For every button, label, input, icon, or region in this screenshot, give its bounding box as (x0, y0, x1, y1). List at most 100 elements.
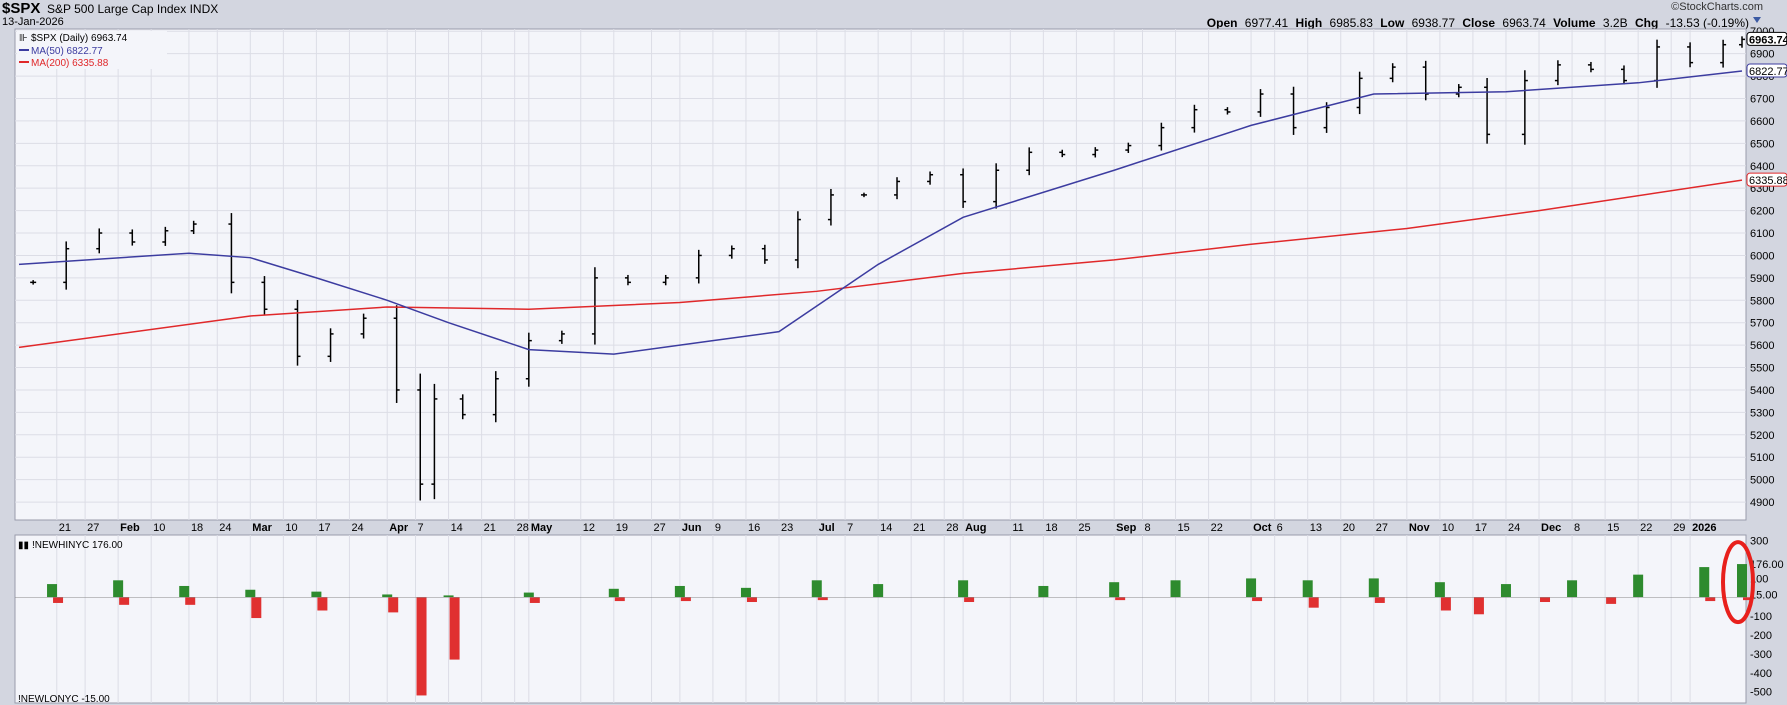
x-tick-label: Aug (965, 522, 986, 534)
price-y-tick-label: 4900 (1750, 497, 1774, 509)
new-low-bar (746, 597, 757, 603)
price-y-tick-label: 6000 (1750, 250, 1774, 262)
chart-date: 13-Jan-2026 (2, 16, 64, 28)
close-label: Close (1462, 16, 1496, 30)
high-value: 6985.83 (1329, 16, 1373, 30)
x-tick-label: 11 (1012, 522, 1023, 534)
nl-legend: !NEWLONYC -15.00 (18, 694, 110, 705)
new-low-bar (1540, 597, 1551, 603)
new-high-bar (1567, 580, 1578, 598)
new-high-bar (608, 588, 619, 598)
ma50-legend: MA(50) 6822.77 (31, 46, 103, 57)
new-low-bar (614, 597, 625, 602)
breadth-y-tick-label: -300 (1750, 649, 1772, 661)
volume-value: 3.2B (1602, 16, 1628, 30)
new-low-bar (185, 597, 196, 605)
price-y-tick-label: 6500 (1750, 138, 1774, 150)
x-tick-label: 24 (1508, 522, 1520, 534)
new-high-bar (1699, 567, 1710, 598)
breadth-y-tick-label: 176.00 (1750, 559, 1784, 571)
new-low-bar (449, 597, 460, 660)
chg-label: Chg (1634, 16, 1659, 30)
x-tick-label: 27 (87, 522, 99, 534)
price-y-tick-label: 6900 (1750, 49, 1774, 61)
x-tick-label: Nov (1409, 522, 1431, 534)
symbol: $SPX (2, 0, 41, 17)
new-high-bar (443, 595, 454, 598)
price-legend-icon: ⊪ (19, 33, 28, 44)
breadth-y-tick-label: -100 (1750, 611, 1772, 623)
x-tick-label: 27 (1376, 522, 1388, 534)
x-tick-label: 28 (517, 522, 529, 534)
ma50-line (18, 70, 1743, 355)
low-label: Low (1380, 16, 1405, 30)
price-y-tick-label: 5100 (1750, 452, 1774, 464)
x-tick-label: 9 (715, 522, 721, 534)
breadth-y-tick-label: 15.00 (1750, 589, 1778, 601)
new-high-bar (1737, 564, 1747, 598)
new-high-bar (1302, 580, 1313, 598)
x-tick-label: Apr (389, 522, 409, 534)
new-low-bar (251, 597, 262, 619)
breadth-y-tick-label: 300 (1750, 536, 1768, 548)
ohlc-readout: Open 6977.41 High 6985.83 Low 6938.77 Cl… (1203, 16, 1749, 30)
x-tick-label: Sep (1116, 522, 1136, 534)
new-low-bar (416, 597, 427, 696)
new-high-bar (740, 587, 751, 598)
last-value-label-price: 6963.74 (1749, 34, 1787, 46)
x-tick-label: 17 (318, 522, 330, 534)
new-high-bar (811, 580, 822, 598)
low-value: 6938.77 (1411, 16, 1456, 30)
price-y-tick-label: 5600 (1750, 340, 1774, 352)
x-tick-label: 19 (616, 522, 628, 534)
x-tick-label: 7 (418, 522, 424, 534)
new-low-bar (1705, 597, 1716, 602)
symbol-description: S&P 500 Large Cap Index INDX (47, 2, 218, 16)
open-value: 6977.41 (1244, 16, 1289, 30)
price-bars (30, 36, 1745, 501)
x-tick-label: 20 (1343, 522, 1355, 534)
last-value-box-ma50 (1746, 63, 1787, 78)
x-tick-label: 8 (1574, 522, 1580, 534)
x-tick-label: 18 (1045, 522, 1057, 534)
new-low-bar (817, 597, 828, 601)
new-high-bar (382, 594, 393, 598)
last-value-label-ma200: 6335.88 (1749, 175, 1787, 187)
new-low-bar (53, 597, 64, 603)
high-label: High (1295, 16, 1323, 30)
new-high-bar (1038, 585, 1049, 598)
x-tick-label: 21 (913, 522, 925, 534)
x-tick-label: 24 (219, 522, 231, 534)
dropdown-arrow-icon[interactable] (1753, 17, 1761, 23)
new-high-bar (311, 591, 322, 598)
ma200-line (18, 179, 1743, 349)
x-tick-label: 25 (1078, 522, 1090, 534)
x-tick-label: Mar (252, 522, 272, 534)
ma200-legend: MA(200) 6335.88 (31, 58, 109, 69)
x-tick-label: 12 (583, 522, 595, 534)
new-high-bar (958, 580, 969, 598)
x-tick-label: 10 (1442, 522, 1454, 534)
new-high-bar (1500, 584, 1511, 598)
price-y-tick-label: 5500 (1750, 363, 1774, 375)
breadth-panel (14, 534, 1747, 704)
highlight-circle (1721, 540, 1755, 625)
last-value-labels: 6963.74 6822.77 6335.88 (1746, 31, 1787, 187)
price-y-tick-label: 5700 (1750, 318, 1774, 330)
y-axis-labels: 4900 5000 5100 5200 5300 5400 5500 5600 5700 5800… (1750, 26, 1784, 698)
last-value-box-ma200 (1746, 172, 1787, 187)
nh-legend-icon: ▮▮ (18, 540, 29, 551)
price-y-tick-label: 6700 (1750, 94, 1774, 106)
breadth-bars (15, 564, 1753, 696)
x-tick-label: Dec (1541, 522, 1561, 534)
price-y-tick-label: 5300 (1750, 407, 1774, 419)
new-high-bar (179, 585, 190, 598)
new-low-bar (1743, 597, 1753, 601)
x-tick-label: 21 (484, 522, 496, 534)
new-low-bar (388, 597, 399, 613)
new-high-bar (113, 580, 124, 598)
new-low-bar (680, 597, 691, 602)
new-low-bar (1308, 597, 1319, 608)
x-tick-label: 10 (153, 522, 165, 534)
